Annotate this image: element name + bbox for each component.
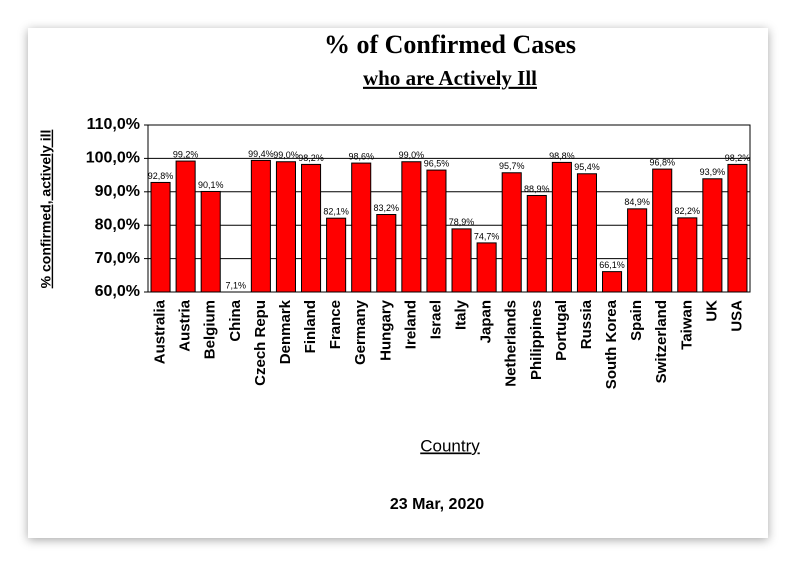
value-label: 66,1% — [599, 260, 625, 270]
value-label: 92,8% — [148, 171, 174, 181]
x-tick-label: Finland — [302, 300, 319, 353]
value-label: 93,9% — [700, 167, 726, 177]
y-tick-label: 80,0% — [95, 216, 140, 233]
x-tick-label: Czech Repu — [252, 300, 269, 386]
bar — [426, 169, 447, 292]
x-tick-label: France — [327, 300, 344, 349]
x-tick-label: Japan — [478, 300, 495, 343]
footer: 23 Mar, 2020 — [390, 496, 484, 513]
plot-frame — [147, 124, 751, 293]
bar — [652, 168, 673, 292]
value-label: 99,0% — [399, 150, 425, 160]
x-tick-label: Germany — [352, 299, 369, 365]
value-label: 99,0% — [273, 150, 299, 160]
x-tick-label: Switzerland — [653, 300, 670, 383]
bar — [702, 178, 723, 292]
x-tick-label: Spain — [628, 300, 645, 341]
chart-title: % of Confirmed Cases — [324, 30, 576, 59]
x-axis-label: Country — [420, 436, 480, 455]
value-label: 98,2% — [298, 153, 324, 163]
x-tick-label: Philippines — [528, 300, 545, 380]
x-tick-label: Taiwan — [678, 300, 695, 350]
bar — [476, 242, 497, 292]
value-label: 96,8% — [649, 157, 675, 167]
y-axis-label: % confirmed, actively ill — [38, 130, 54, 289]
bar — [250, 159, 271, 292]
value-label: 95,4% — [574, 162, 600, 172]
x-tick-label: Ireland — [402, 300, 419, 349]
value-label: 82,1% — [323, 207, 349, 217]
value-label: 99,4% — [248, 149, 274, 159]
x-tick-label: Israel — [427, 300, 444, 339]
x-tick-label: Italy — [453, 299, 470, 330]
bar — [401, 161, 422, 292]
value-label: 88,9% — [524, 184, 550, 194]
bar — [576, 173, 597, 292]
value-label: 95,7% — [499, 161, 525, 171]
value-label: 96,5% — [424, 158, 450, 168]
value-label: 82,2% — [675, 206, 701, 216]
x-tick-label: Portugal — [553, 300, 570, 361]
value-label: 83,2% — [374, 203, 400, 213]
x-tick-label: South Korea — [603, 299, 620, 389]
x-tick-label: Russia — [578, 299, 595, 349]
value-label: 78,9% — [449, 217, 475, 227]
value-label: 98,2% — [725, 153, 751, 163]
value-label: 84,9% — [624, 197, 650, 207]
bar — [175, 160, 196, 292]
value-label: 74,7% — [474, 231, 500, 241]
chart-subtitle: who are Actively Ill — [363, 66, 537, 90]
bar — [351, 162, 372, 292]
bar — [677, 217, 698, 292]
y-tick-label: 100,0% — [86, 150, 140, 167]
value-label: 98,6% — [348, 151, 374, 161]
y-tick-label: 70,0% — [95, 250, 140, 267]
x-tick-label: USA — [728, 300, 745, 332]
bar — [526, 194, 547, 292]
x-tick-label: Netherlands — [503, 300, 520, 387]
bar — [326, 217, 347, 292]
value-label: 99,2% — [173, 149, 199, 159]
bar — [627, 208, 648, 292]
x-tick-label: UK — [703, 300, 720, 322]
bar — [150, 181, 171, 292]
x-tick-label: Austria — [177, 299, 194, 351]
bar — [501, 172, 522, 292]
x-tick-label: Australia — [152, 299, 169, 364]
bar — [602, 271, 623, 292]
value-label: 90,1% — [198, 180, 224, 190]
bar — [451, 228, 472, 292]
bar — [301, 163, 322, 292]
bar — [376, 214, 397, 292]
bar — [551, 161, 572, 292]
y-tick-label: 110,0% — [87, 116, 140, 133]
x-tick-label: Hungary — [377, 299, 394, 361]
bar — [727, 163, 748, 292]
x-tick-label: China — [227, 299, 244, 341]
value-label: 7,1% — [226, 280, 247, 290]
x-tick-label: Denmark — [277, 299, 294, 364]
value-label: 98,8% — [549, 151, 575, 161]
y-tick-label: 60,0% — [95, 283, 140, 300]
bar — [275, 161, 296, 292]
x-tick-label: Belgium — [202, 300, 219, 359]
y-tick-label: 90,0% — [95, 183, 140, 200]
bar — [200, 190, 221, 292]
